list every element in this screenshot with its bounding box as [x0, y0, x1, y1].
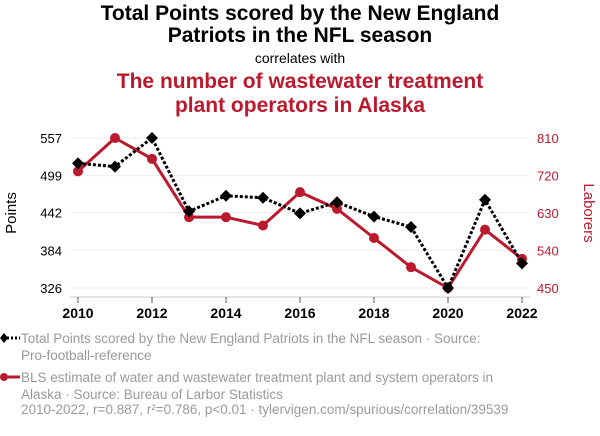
x-tick-label: 2016	[284, 305, 315, 321]
line-chart: 557 499 442 384 326 810 720 630 540 450 2010 2012 20…	[3, 131, 597, 321]
x-tick-label: 2018	[358, 305, 389, 321]
y-tick-label-left: 442	[40, 206, 62, 221]
y-tick-label-right: 540	[537, 244, 559, 259]
data-point-patriots-points	[368, 210, 380, 223]
legend-diamond-dotted-icon	[0, 333, 20, 343]
y-tick-label-right: 810	[537, 131, 559, 146]
data-point-wastewater-operators	[295, 187, 305, 198]
data-point-wastewater-operators	[258, 220, 268, 231]
data-point-wastewater-operators	[369, 233, 379, 243]
data-point-patriots-points	[479, 193, 491, 206]
chart-title-line2: Patriots in the NFL season	[167, 24, 433, 47]
legend-circle-line-icon	[0, 373, 20, 381]
data-point-patriots-points	[72, 157, 84, 170]
y-tick-label-left: 557	[40, 131, 62, 146]
y-tick-label-right: 630	[537, 206, 559, 221]
x-tick-label: 2020	[432, 305, 463, 321]
stats-footer: 2010-2022, r=0.887, r²=0.786, p<0.01 · t…	[21, 402, 509, 417]
x-tick-label: 2012	[136, 305, 167, 321]
data-point-wastewater-operators	[110, 133, 120, 143]
data-point-wastewater-operators	[73, 166, 83, 177]
x-tick-label: 2010	[62, 305, 93, 321]
chart-title: Total Points scored by the New England P…	[0, 3, 600, 47]
data-point-patriots-points	[109, 160, 121, 173]
data-point-patriots-points	[146, 132, 158, 144]
legend-text-line2: Alaska · Source: Bureau of Larbor Statis…	[21, 387, 283, 402]
chart-title-secondary-line2: plant operators in Alaska	[174, 94, 426, 117]
connector-text: correlates with	[254, 50, 346, 66]
data-point-patriots-points	[405, 220, 417, 233]
data-point-wastewater-operators	[221, 212, 231, 223]
y-tick-label-right: 450	[537, 281, 559, 296]
data-point-patriots-points	[442, 282, 454, 294]
series-layer	[72, 132, 528, 294]
y-axis-label-right: Laborers	[580, 183, 597, 242]
chart-title-secondary-line1: The number of wastewater treatment	[116, 70, 484, 93]
legend-text-line1: Total Points scored by the New England P…	[21, 331, 481, 346]
data-point-patriots-points	[220, 189, 232, 202]
data-point-patriots-points	[183, 205, 195, 218]
chart-title-secondary: The number of wastewater treatment plant…	[0, 70, 600, 118]
y-tick-label-left: 499	[40, 169, 62, 184]
chart-title-line1: Total Points scored by the New England	[100, 2, 500, 25]
data-point-patriots-points	[331, 196, 343, 209]
data-point-wastewater-operators	[480, 224, 490, 235]
y-axis-label-left: Points	[3, 192, 20, 234]
data-point-wastewater-operators	[147, 153, 157, 164]
x-tick-label: 2022	[506, 305, 537, 321]
data-point-patriots-points	[516, 257, 528, 270]
data-point-patriots-points	[294, 207, 306, 220]
legend-text-line2: Pro-football-reference	[21, 348, 152, 363]
legend-text-line1: BLS estimate of water and wastewater tre…	[21, 370, 493, 385]
y-tick-label-left: 326	[40, 281, 62, 296]
data-point-wastewater-operators	[406, 262, 416, 273]
data-point-patriots-points	[257, 191, 269, 204]
y-tick-label-right: 720	[537, 169, 559, 184]
x-tick-label: 2014	[210, 305, 241, 321]
axes: 557 499 442 384 326 810 720 630 540 450 2010 2012 20…	[40, 131, 558, 321]
y-tick-label-left: 384	[40, 243, 62, 258]
data-point-wastewater-operators	[332, 203, 342, 214]
